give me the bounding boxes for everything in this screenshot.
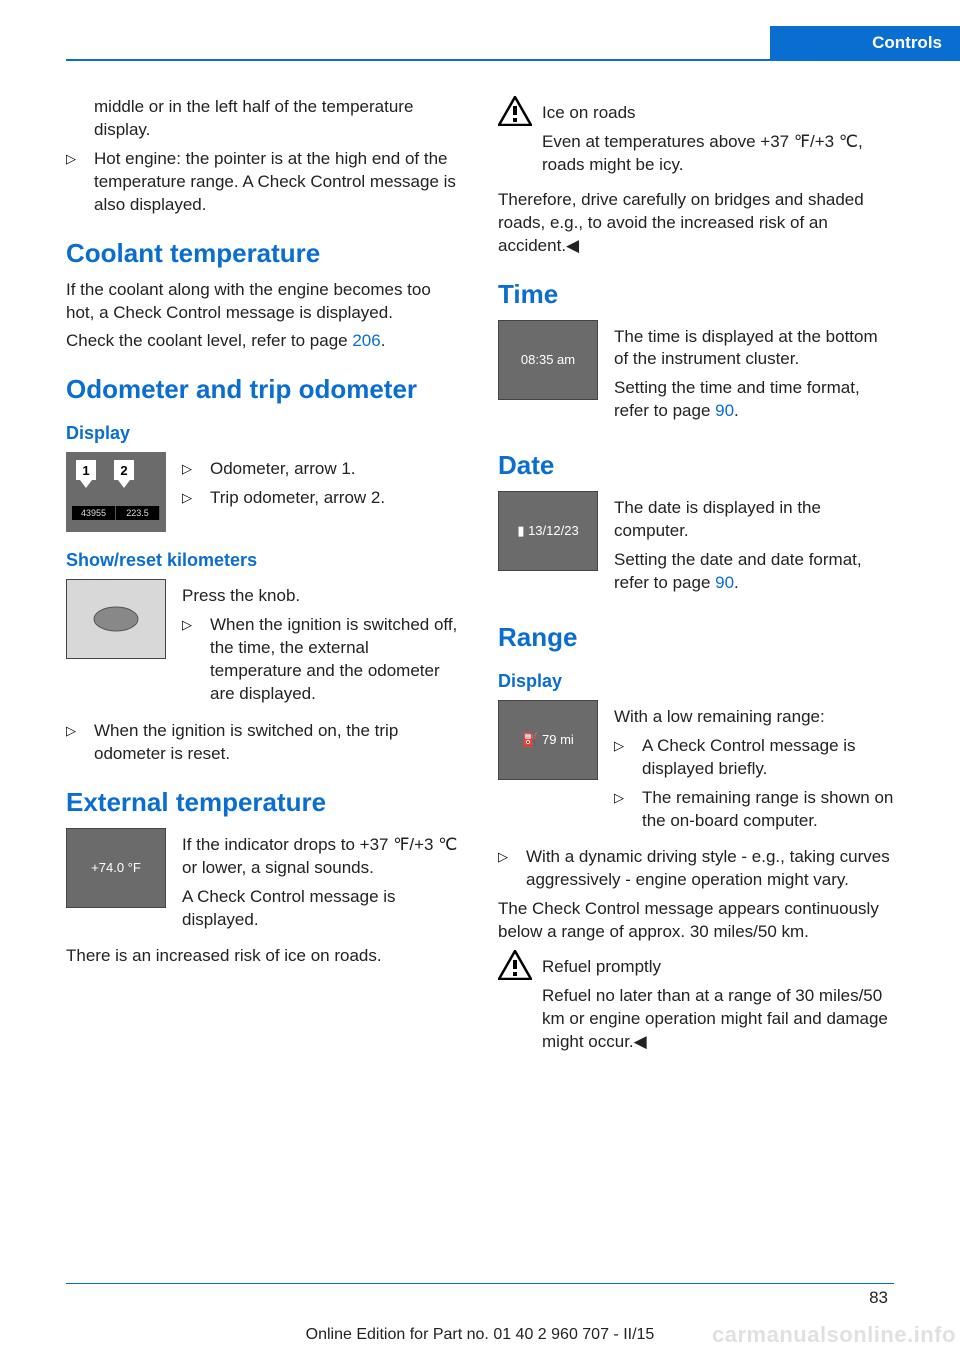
- warning-title: Refuel promptly: [542, 956, 894, 979]
- subheading-display: Display: [498, 671, 894, 692]
- warning-block: Refuel promptly Refuel no later than at …: [498, 950, 894, 1060]
- header-section: Displays: [788, 33, 858, 53]
- para: If the indicator drops to +37 ℉/+3 ℃ or …: [182, 834, 462, 880]
- odometer-strip: 43955 223.5: [72, 506, 160, 520]
- knob-icon: [86, 599, 146, 639]
- odometer-value: 43955: [72, 506, 116, 520]
- showreset-row: Press the knob. When the ignition is swi…: [66, 579, 462, 712]
- time-thumbnail: 08:35 am: [498, 320, 598, 400]
- para: The time is displayed at the bottom of t…: [614, 326, 894, 372]
- heading-odometer: Odometer and trip odometer: [66, 375, 462, 405]
- para-continuation: middle or in the left half of the temper…: [94, 96, 462, 142]
- exttemp-thumbnail: +74.0 °F: [66, 828, 166, 908]
- warning-icon: [498, 96, 532, 126]
- para: Press the knob.: [182, 585, 462, 608]
- header-chapter: Controls: [872, 33, 942, 53]
- list-item: Trip odometer, arrow 2.: [182, 487, 462, 510]
- content: middle or in the left half of the temper…: [66, 90, 894, 1062]
- column-right: Ice on roads Even at temperatures above …: [498, 90, 894, 1062]
- range-thumbnail: ⛽ 79 mi: [498, 700, 598, 780]
- subheading-display: Display: [66, 423, 462, 444]
- para: Even at temperatures above +37 ℉/+3 ℃, r…: [542, 131, 894, 177]
- para: With a low remaining range:: [614, 706, 894, 729]
- para: Check the coolant level, refer to page 2…: [66, 330, 462, 353]
- para: The Check Control message appears contin…: [498, 898, 894, 944]
- para: A Check Control message is displayed.: [182, 886, 462, 932]
- date-row: ▮ 13/12/23 The date is displayed in the …: [498, 491, 894, 601]
- arrow-2-icon: 2: [114, 460, 134, 480]
- header-block: Displays Controls: [770, 26, 960, 60]
- list-item: With a dynamic driving style - e.g., tak…: [498, 846, 894, 892]
- date-value: ▮ 13/12/23: [517, 523, 578, 539]
- odometer-row: 1 2 43955 223.5 Odometer, arrow 1. Trip …: [66, 452, 462, 532]
- list-item: The remaining range is shown on the on-b…: [614, 787, 894, 833]
- para: Setting the date and date format, refer …: [614, 549, 894, 595]
- watermark: carmanualsonline.info: [712, 1322, 956, 1348]
- trip-value: 223.5: [116, 506, 160, 520]
- para: There is an increased risk of ice on roa…: [66, 945, 462, 968]
- warning-block: Ice on roads Even at temperatures above …: [498, 96, 894, 183]
- exttemp-value: +74.0 °F: [91, 860, 141, 875]
- page-header: Displays Controls: [0, 26, 960, 60]
- para: The date is displayed in the computer.: [614, 497, 894, 543]
- footer-divider: [66, 1283, 894, 1285]
- exttemp-row: +74.0 °F If the indicator drops to +37 ℉…: [66, 828, 462, 938]
- subheading-showreset: Show/reset kilometers: [66, 550, 462, 571]
- column-left: middle or in the left half of the temper…: [66, 90, 462, 1062]
- text: Check the coolant level, refer to page: [66, 331, 352, 350]
- para: Therefore, drive carefully on bridges an…: [498, 189, 894, 258]
- text: .: [381, 331, 386, 350]
- heading-coolant: Coolant temperature: [66, 239, 462, 269]
- date-thumbnail: ▮ 13/12/23: [498, 491, 598, 571]
- heading-time: Time: [498, 280, 894, 310]
- page-link[interactable]: 90: [715, 401, 734, 420]
- text: .: [734, 573, 739, 592]
- heading-external-temp: External temperature: [66, 788, 462, 818]
- time-row: 08:35 am The time is displayed at the bo…: [498, 320, 894, 430]
- page-link[interactable]: 206: [352, 331, 380, 350]
- warning-icon: [498, 950, 532, 980]
- knob-thumbnail: [66, 579, 166, 659]
- text: .: [734, 401, 739, 420]
- range-row: ⛽ 79 mi With a low remaining range: A Ch…: [498, 700, 894, 839]
- arrow-1-icon: 1: [76, 460, 96, 480]
- page-link[interactable]: 90: [715, 573, 734, 592]
- heading-range: Range: [498, 623, 894, 653]
- time-value: 08:35 am: [521, 352, 575, 367]
- list-item: Hot engine: the pointer is at the high e…: [66, 148, 462, 217]
- list-item: A Check Control message is displayed bri…: [614, 735, 894, 781]
- odometer-thumbnail: 1 2 43955 223.5: [66, 452, 166, 532]
- range-value: ⛽ 79 mi: [522, 732, 574, 748]
- para: If the coolant along with the engine bec…: [66, 279, 462, 325]
- para: Setting the time and time format, refer …: [614, 377, 894, 423]
- para: Refuel no later than at a range of 30 mi…: [542, 985, 894, 1054]
- page-number: 83: [869, 1288, 888, 1308]
- warning-title: Ice on roads: [542, 102, 894, 125]
- list-item: When the ignition is switched off, the t…: [182, 614, 462, 706]
- list-item: When the ignition is switched on, the tr…: [66, 720, 462, 766]
- list-item: Odometer, arrow 1.: [182, 458, 462, 481]
- heading-date: Date: [498, 451, 894, 481]
